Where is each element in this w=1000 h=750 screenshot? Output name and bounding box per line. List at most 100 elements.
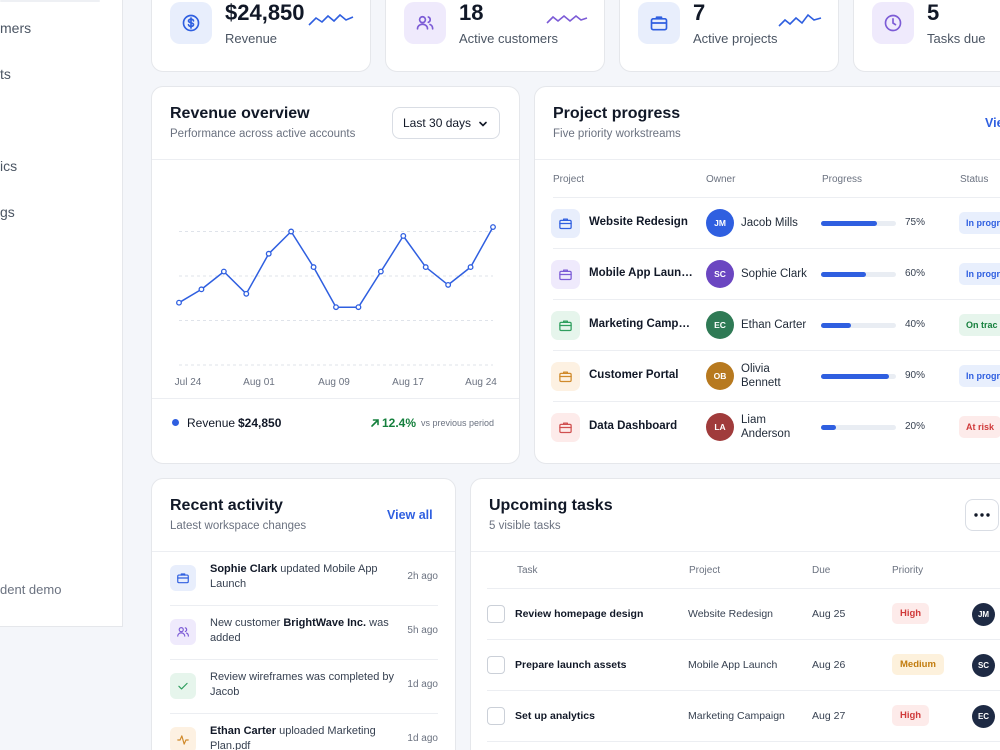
data-point [333,304,339,311]
task-due-date: Aug 25 [812,608,846,620]
activity-time: 1d ago [407,733,438,744]
task-checkbox[interactable] [487,707,505,725]
view-all-link[interactable]: Vie [985,116,1000,130]
task-name: Prepare launch assets [515,659,627,671]
x-axis-tick-label: Aug 01 [243,377,275,388]
progress-bar-fill [821,425,836,430]
briefcase-icon [170,565,196,591]
status-badge: At risk [959,416,1000,438]
progress-bar [821,272,896,277]
progress-bar-fill [821,323,851,328]
divider [535,159,1000,160]
table-row[interactable]: Data Dashboard LA Liam Anderson 20% At risk [535,402,1000,453]
table-row[interactable]: Mobile App Launch SC Sophie Clark 60% In pro… [535,249,1000,300]
data-point [310,264,317,271]
delta-value: 12.4% [382,416,417,430]
sidebar-item-projects[interactable]: ts [0,66,11,82]
task-project: Website Redesign [688,608,774,620]
data-point [490,224,496,230]
sparkline [308,13,354,26]
activity-time: 1d ago [407,679,438,690]
more-options-button[interactable] [965,499,999,531]
activity-item[interactable]: Sophie Clark updated Mobile App Launch 2h… [170,557,438,611]
clock-icon [872,2,914,44]
column-header-task: Task [517,565,538,576]
activity-item[interactable]: New customer BrightWave Inc. was added 5h… [170,611,438,665]
table-row[interactable]: Website Redesign JM Jacob Mills 75% In progr [535,198,1000,249]
data-point [198,286,205,293]
stat-label: Tasks due [927,31,986,46]
progress-percent: 90% [905,370,926,381]
status-badge: In progr [959,263,1000,285]
project-name: Customer Portal [589,369,679,381]
card-subtitle: Performance across active accounts [170,128,356,140]
owner-name: Sophie Clark [741,268,807,280]
table-row[interactable]: Review homepage design Website Redesign Au… [487,589,1000,640]
project-name: Mobile App Launch [589,267,693,279]
check-icon [170,673,196,699]
progress-percent: 75% [905,217,926,228]
task-checkbox[interactable] [487,656,505,674]
view-all-link[interactable]: View all [387,508,433,522]
progress-percent: 60% [905,268,926,279]
data-point [467,264,474,271]
column-header-due: Due [812,565,831,576]
table-row[interactable]: Marketing Campa... EC Ethan Carter 40% On tr… [535,300,1000,351]
activity-text: New customer BrightWave Inc. was added [210,616,395,646]
status-badge: On trac [959,314,1000,336]
table-row[interactable]: Set up analytics Marketing Campaign Aug 27… [487,691,1000,742]
stat-label: Revenue [225,31,278,46]
status-badge: In progr [959,365,1000,387]
card-title: Upcoming tasks [489,497,613,514]
activity-icon [170,727,196,750]
card-subtitle: 5 visible tasks [489,520,561,532]
chevron-down-icon [479,121,487,127]
data-point [400,232,407,239]
upcoming-tasks-card: Upcoming tasks 5 visible tasks Task Proj… [470,478,1000,750]
project-name: Marketing Campa... [589,318,693,330]
activity-description: updated Mobile App Launch [210,563,378,590]
table-row[interactable]: Customer Portal OB Olivia Bennett 90% In pro… [535,351,1000,402]
avatar: OB [706,362,734,390]
delta-note: vs previous period [421,418,495,428]
project-progress-card: Project progress Five priority workstrea… [534,86,1000,464]
progress-bar [821,374,896,379]
stat-card-customers: 18 Active customers [385,0,605,72]
card-subtitle: Latest workspace changes [170,520,307,532]
stat-card-projects: 7 Active projects [619,0,839,72]
activity-subject: Ethan Carter [210,725,277,737]
row-divider [170,713,438,714]
column-header-priority: Priority [892,565,924,576]
date-range-dropdown[interactable]: Last 30 days [392,107,500,139]
delta-indicator: 12.4% [370,416,416,430]
activity-description: uploaded Marketing Plan.pdf [210,725,376,750]
task-name: Review homepage design [515,608,644,620]
sidebar-item-customers[interactable]: mers [0,20,32,36]
status-badge: In progr [959,212,1000,234]
table-row[interactable]: Prepare launch assets Mobile App Launch Au… [487,640,1000,691]
task-project: Mobile App Launch [688,659,778,671]
activity-text: Review wireframes was completed by Jacob [210,670,395,700]
task-project: Marketing Campaign [688,710,785,722]
activity-time: 2h ago [407,571,438,582]
dollar-icon [170,2,212,44]
progress-percent: 40% [905,319,926,330]
sidebar-top-divider [0,0,100,2]
task-checkbox[interactable] [487,605,505,623]
avatar: JM [706,209,734,237]
owner-name: Olivia Bennett [741,363,781,389]
priority-badge: High [892,705,930,726]
column-header-owner: Owner [706,174,736,185]
briefcase-icon [551,260,580,289]
stat-card-revenue: $24,850 Revenue [151,0,371,72]
divider [553,197,1000,198]
sidebar-item-settings[interactable]: gs [0,204,15,220]
stat-label: Active projects [693,31,778,46]
card-title: Revenue overview [170,105,310,122]
activity-item[interactable]: Review wireframes was completed by Jacob… [170,665,438,719]
data-point [377,268,384,275]
row-divider [553,401,1000,402]
date-range-label: Last 30 days [403,116,472,130]
activity-item[interactable]: Ethan Carter uploaded Marketing Plan.pdf… [170,719,438,750]
sidebar-item-analytics[interactable]: ics [0,158,18,174]
